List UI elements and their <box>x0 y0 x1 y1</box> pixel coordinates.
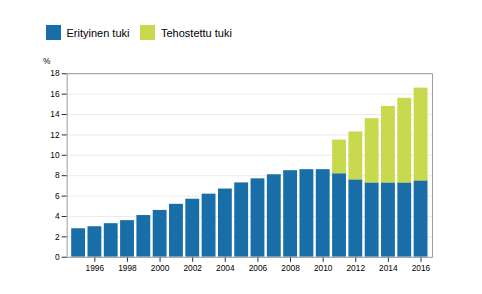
svg-text:10: 10 <box>50 149 60 159</box>
svg-text:6: 6 <box>55 190 60 200</box>
svg-text:2014: 2014 <box>379 262 398 272</box>
svg-text:2012: 2012 <box>346 262 365 272</box>
svg-text:0: 0 <box>55 251 60 261</box>
svg-text:2008: 2008 <box>281 262 300 272</box>
html-text:Tehostettu tuki: Tehostettu tuki <box>161 26 232 39</box>
svg-text:14: 14 <box>50 109 60 119</box>
svg-text:16: 16 <box>50 88 60 98</box>
svg-text:%: % <box>43 55 51 65</box>
svg-text:1998: 1998 <box>118 262 137 272</box>
svg-text:4: 4 <box>55 211 60 221</box>
svg-text:2002: 2002 <box>183 262 202 272</box>
svg-text:18: 18 <box>50 68 60 78</box>
svg-text:1996: 1996 <box>86 262 105 272</box>
html-text:Erityinen tuki: Erityinen tuki <box>66 26 130 39</box>
svg-text:2000: 2000 <box>151 262 170 272</box>
svg-text:2006: 2006 <box>249 262 268 272</box>
svg-text:8: 8 <box>55 170 60 180</box>
svg-text:2016: 2016 <box>412 262 431 272</box>
svg-text:12: 12 <box>50 129 60 139</box>
svg-text:2010: 2010 <box>314 262 333 272</box>
svg-text:2: 2 <box>55 231 60 241</box>
svg-text:2004: 2004 <box>216 262 235 272</box>
